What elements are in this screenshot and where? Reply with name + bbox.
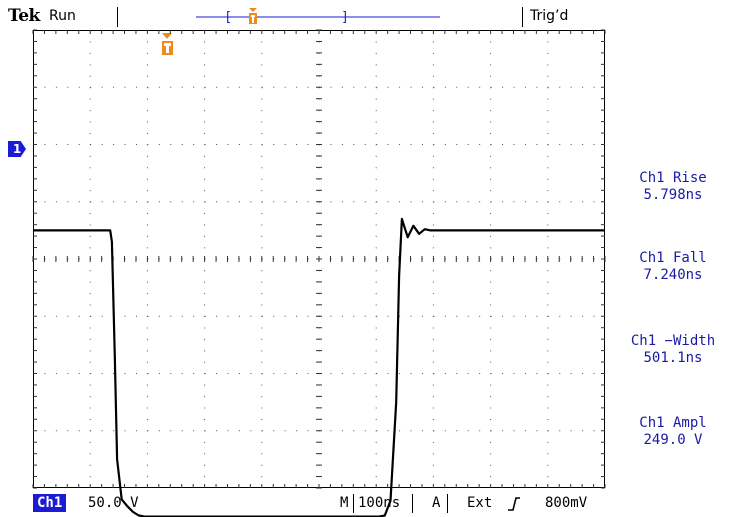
volts-per-div: 50.0 V <box>88 495 139 511</box>
waveform-trace <box>33 217 605 517</box>
trigger-position-icon[interactable] <box>159 32 177 58</box>
rising-edge-icon <box>508 497 520 511</box>
measurement-value: 249.0 V <box>643 432 703 448</box>
measurement-label: Ch1 −Width <box>630 333 716 349</box>
measurement-label: Ch1 Fall <box>639 250 707 266</box>
trigger-mode-label: A <box>432 495 441 511</box>
measurement-label: Ch1 Ampl <box>639 415 707 431</box>
divider <box>447 494 448 513</box>
measurement-rise: Ch1 Rise 5.798ns <box>612 170 734 204</box>
measurement-value: 5.798ns <box>643 187 703 203</box>
status-bar-bottom: Ch1 50.0 V M 100ns A Ext 800mV <box>0 490 734 517</box>
trigger-source: Ext <box>467 495 493 511</box>
svg-text:]: ] <box>342 10 347 25</box>
measurement-neg-width: Ch1 −Width 501.1ns <box>612 333 734 367</box>
channel-badge[interactable]: Ch1 <box>33 494 67 512</box>
brand-logo: Tek <box>8 6 40 26</box>
horizontal-mode-label: M <box>340 495 349 511</box>
status-bar-top: Tek Run [ ] Trig’d <box>0 0 734 30</box>
measurement-label: Ch1 Rise <box>639 170 707 186</box>
divider <box>522 7 523 27</box>
channel-1-marker[interactable]: 1 <box>8 141 26 157</box>
acquisition-status: Run <box>49 8 76 24</box>
divider <box>412 494 413 513</box>
time-per-div: 100ns <box>358 495 401 511</box>
measurement-amplitude: Ch1 Ampl 249.0 V <box>612 415 734 449</box>
divider <box>353 494 354 513</box>
divider <box>117 7 118 27</box>
waveform-graticule <box>32 29 606 517</box>
measurement-value: 501.1ns <box>643 350 703 366</box>
trigger-position-icon <box>249 8 257 24</box>
measurement-fall: Ch1 Fall 7.240ns <box>612 250 734 284</box>
trigger-status: Trig’d <box>530 8 569 24</box>
svg-text:[: [ <box>226 10 231 25</box>
trigger-level: 800mV <box>545 495 588 511</box>
record-view-indicator: [ ] <box>196 8 440 25</box>
measurement-value: 7.240ns <box>643 267 703 283</box>
